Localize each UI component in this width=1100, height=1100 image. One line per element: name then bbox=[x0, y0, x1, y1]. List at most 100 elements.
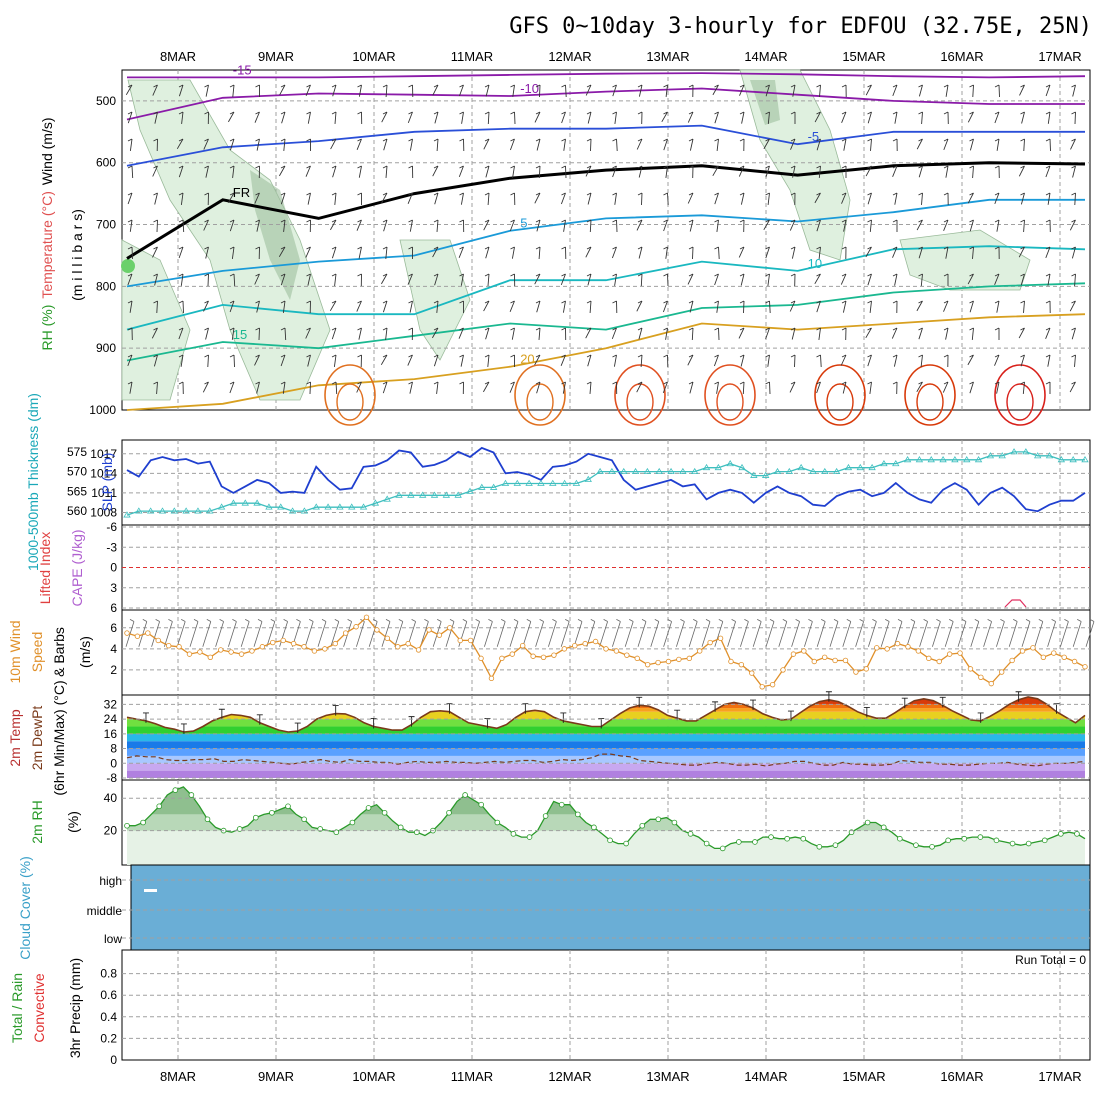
thickness-marker bbox=[1081, 456, 1089, 463]
wind-barb bbox=[891, 327, 898, 339]
wind-barb bbox=[969, 138, 974, 151]
wind10-marker bbox=[467, 637, 474, 644]
wind-barb bbox=[127, 111, 133, 124]
wind10-marker bbox=[374, 627, 380, 633]
wind-barb bbox=[714, 111, 719, 124]
wind-barb bbox=[1069, 381, 1076, 393]
surface-warm-contour bbox=[324, 364, 376, 426]
wind-barb bbox=[612, 165, 617, 178]
surface-warm-contour bbox=[994, 364, 1046, 426]
wind-barb bbox=[127, 273, 133, 286]
wind-barb bbox=[204, 246, 209, 259]
wind10-barb bbox=[701, 619, 711, 647]
wind-barb bbox=[814, 192, 821, 204]
wind-barb bbox=[892, 354, 898, 367]
wind-barb bbox=[1071, 354, 1076, 367]
wind10-barb bbox=[868, 619, 877, 647]
rh2m-marker bbox=[977, 834, 984, 840]
wind-barb bbox=[433, 111, 439, 124]
temp-band bbox=[127, 697, 1085, 705]
wind-barb bbox=[254, 273, 260, 285]
wind-barb bbox=[1020, 192, 1025, 205]
wind10-axis-title-2: Speed bbox=[29, 632, 45, 672]
wind-barb bbox=[1020, 381, 1025, 394]
thickness-marker bbox=[549, 479, 557, 486]
wind-barb bbox=[612, 84, 617, 97]
wind-barb bbox=[153, 354, 158, 367]
wind10-marker bbox=[946, 651, 953, 657]
wind-barb bbox=[763, 219, 770, 231]
wind-barb bbox=[942, 381, 949, 393]
wind-barb bbox=[203, 138, 209, 150]
wind-barb bbox=[331, 165, 337, 178]
wind10-marker bbox=[426, 627, 432, 633]
cape-spike bbox=[1004, 599, 1027, 608]
wind-barb bbox=[509, 381, 515, 393]
wind-barb bbox=[790, 192, 796, 206]
wind-barb bbox=[892, 381, 898, 395]
thickness-marker bbox=[206, 507, 214, 514]
wind10-barb bbox=[189, 619, 199, 647]
wind-barb bbox=[994, 138, 1000, 151]
wind-tick-label: 4 bbox=[110, 642, 117, 656]
wind10-marker bbox=[967, 666, 974, 672]
wind-barb bbox=[561, 165, 567, 179]
thickness-marker bbox=[690, 467, 699, 475]
wind-barb bbox=[892, 273, 898, 286]
rh2m-marker bbox=[204, 816, 211, 823]
wind-barb bbox=[865, 84, 872, 96]
temp-maxmin-bar bbox=[1053, 703, 1060, 714]
wind-barb bbox=[254, 354, 260, 366]
wind-barb bbox=[816, 381, 821, 394]
wind-barb bbox=[433, 273, 439, 286]
wind10m-panel: 6 4 2 10m Wind Speed & Barbs (m/s) bbox=[7, 609, 1095, 696]
wind10-barb bbox=[1072, 619, 1082, 647]
wind10-marker bbox=[488, 675, 495, 682]
rh2m-marker bbox=[961, 835, 968, 842]
wind10-marker bbox=[821, 654, 828, 660]
wind-barb bbox=[1045, 111, 1051, 124]
wind10-barb bbox=[727, 619, 736, 647]
rh2m-marker bbox=[156, 803, 163, 810]
rh2m-marker bbox=[1074, 831, 1080, 837]
wind-barb bbox=[636, 381, 643, 393]
thickness-tick-label: 565 bbox=[67, 484, 87, 498]
wind-barb bbox=[178, 300, 184, 314]
thickness-marker bbox=[1045, 452, 1054, 459]
wind-barb bbox=[994, 381, 1000, 394]
wind-barb bbox=[561, 300, 566, 313]
rh2m-marker bbox=[478, 801, 485, 808]
surface-warm-contour bbox=[814, 364, 866, 426]
wind-barb bbox=[994, 165, 1000, 179]
date-axis-bottom: 8MAR 9MAR 10MAR 11MAR 12MAR 13MAR 14MAR 15MAR 16… bbox=[160, 1069, 1082, 1084]
thickness-marker bbox=[537, 479, 545, 486]
wind10-barb bbox=[484, 619, 493, 647]
wind-barb bbox=[535, 165, 541, 179]
wind10-marker bbox=[561, 646, 568, 652]
wind-barb bbox=[330, 138, 337, 150]
wind10-marker bbox=[1009, 657, 1015, 664]
date-label-bottom: 14MAR bbox=[744, 1069, 787, 1084]
wind-barb bbox=[204, 192, 209, 206]
wind10-marker bbox=[436, 632, 443, 638]
thickness-marker bbox=[217, 503, 226, 510]
y-tick-label: 600 bbox=[96, 156, 116, 170]
wind10-marker bbox=[551, 652, 557, 658]
wind-barb bbox=[688, 219, 694, 232]
wind10-barb bbox=[253, 619, 263, 647]
wind10-barb bbox=[202, 619, 212, 647]
rh2m-marker bbox=[768, 834, 774, 840]
wind-barb bbox=[380, 354, 388, 366]
thickness-marker bbox=[608, 467, 616, 475]
slp-tick-label: 1008 bbox=[90, 505, 117, 519]
isotherm-line bbox=[126, 161, 1086, 260]
surface-warm-contour bbox=[514, 364, 566, 426]
wind-barb bbox=[561, 219, 566, 232]
wind-barb bbox=[306, 354, 311, 367]
wind-barb bbox=[204, 84, 209, 97]
wind-barb bbox=[865, 327, 872, 339]
temp-maxmin-bar bbox=[446, 703, 453, 714]
wind10-marker bbox=[707, 639, 713, 646]
thickness-marker bbox=[513, 479, 522, 486]
